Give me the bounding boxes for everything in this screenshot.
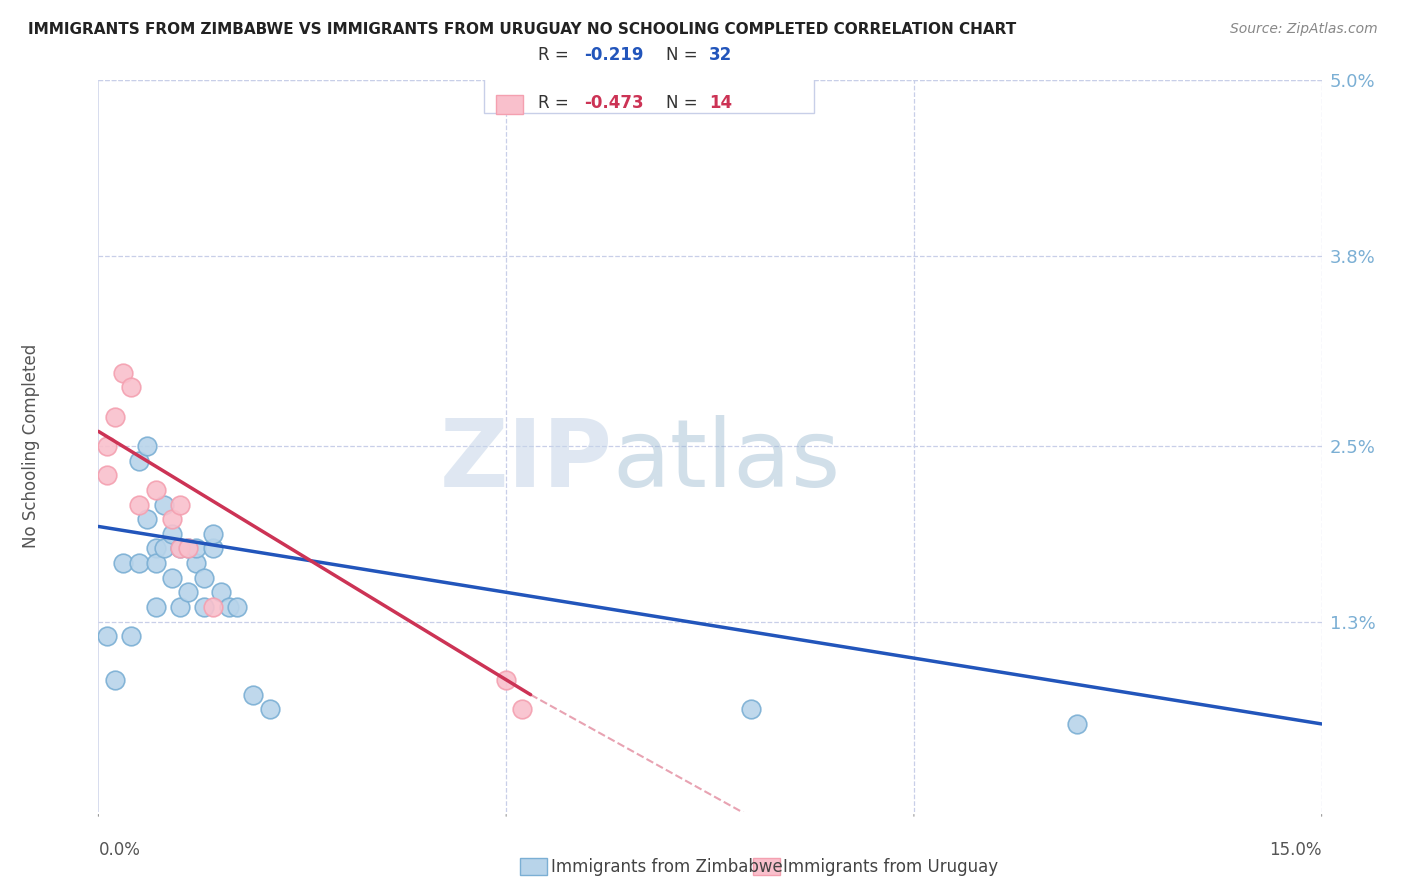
Point xyxy=(186,541,208,556)
Point xyxy=(201,526,224,541)
Text: -0.473: -0.473 xyxy=(583,94,644,112)
Point xyxy=(201,541,224,556)
Point xyxy=(128,498,150,512)
Point xyxy=(145,599,167,614)
Text: Immigrants from Uruguay: Immigrants from Uruguay xyxy=(783,857,998,876)
Point xyxy=(193,571,215,585)
Text: R =: R = xyxy=(537,94,574,112)
Point xyxy=(193,599,215,614)
Point xyxy=(136,512,159,526)
Text: ZIP: ZIP xyxy=(439,415,612,507)
Point xyxy=(136,439,159,453)
Point xyxy=(145,541,167,556)
Text: Source: ZipAtlas.com: Source: ZipAtlas.com xyxy=(1230,22,1378,37)
Point xyxy=(152,498,174,512)
Point xyxy=(242,688,264,702)
Point xyxy=(145,556,167,570)
Text: 32: 32 xyxy=(709,46,733,64)
Text: 14: 14 xyxy=(709,94,733,112)
Point xyxy=(120,629,142,643)
Point xyxy=(177,585,200,599)
Text: N =: N = xyxy=(666,46,703,64)
Point xyxy=(1066,717,1088,731)
Point xyxy=(96,468,118,483)
Text: R =: R = xyxy=(537,46,574,64)
Point xyxy=(177,541,200,556)
Point xyxy=(169,541,191,556)
Point xyxy=(160,512,183,526)
Point xyxy=(96,629,118,643)
Point xyxy=(186,556,208,570)
Point xyxy=(145,483,167,497)
Point xyxy=(160,571,183,585)
Point xyxy=(512,702,534,716)
Text: 0.0%: 0.0% xyxy=(98,841,141,859)
Point xyxy=(169,599,191,614)
Text: 15.0%: 15.0% xyxy=(1270,841,1322,859)
Point xyxy=(169,541,191,556)
Text: Immigrants from Zimbabwe: Immigrants from Zimbabwe xyxy=(551,857,783,876)
Point xyxy=(111,366,134,380)
Bar xyxy=(520,858,547,875)
Bar xyxy=(752,858,780,875)
Point xyxy=(209,585,232,599)
Point xyxy=(120,380,142,394)
Text: atlas: atlas xyxy=(612,415,841,507)
Point xyxy=(218,599,240,614)
Text: -0.219: -0.219 xyxy=(583,46,644,64)
Point xyxy=(259,702,281,716)
Point xyxy=(169,498,191,512)
Text: IMMIGRANTS FROM ZIMBABWE VS IMMIGRANTS FROM URUGUAY NO SCHOOLING COMPLETED CORRE: IMMIGRANTS FROM ZIMBABWE VS IMMIGRANTS F… xyxy=(28,22,1017,37)
Point xyxy=(104,673,127,687)
Text: N =: N = xyxy=(666,94,703,112)
Point xyxy=(111,556,134,570)
Bar xyxy=(496,95,523,114)
Bar xyxy=(496,47,523,66)
Point xyxy=(96,439,118,453)
Point xyxy=(104,409,127,424)
Point xyxy=(226,599,249,614)
Point xyxy=(152,541,174,556)
Point xyxy=(495,673,517,687)
Point xyxy=(160,526,183,541)
Point xyxy=(740,702,762,716)
FancyBboxPatch shape xyxy=(484,37,814,113)
Point xyxy=(128,453,150,467)
Point xyxy=(201,599,224,614)
Point xyxy=(177,541,200,556)
Point xyxy=(128,556,150,570)
Text: No Schooling Completed: No Schooling Completed xyxy=(22,344,41,548)
